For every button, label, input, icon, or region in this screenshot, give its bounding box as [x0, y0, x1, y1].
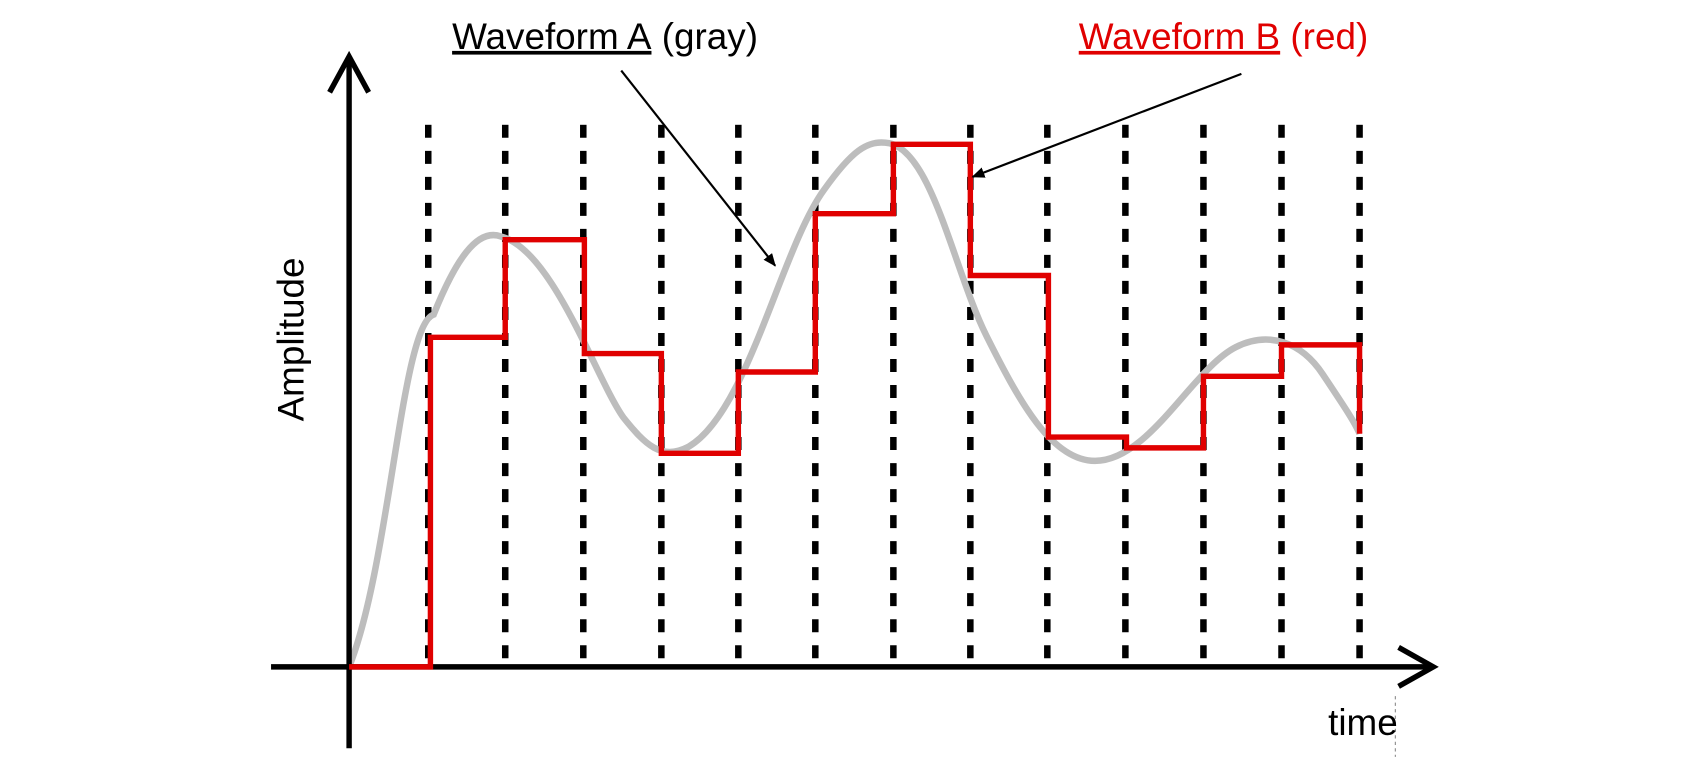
label-b-name: Waveform B — [1079, 16, 1280, 57]
waveform-b — [349, 141, 1363, 670]
waveform-a — [346, 139, 1363, 669]
label-b-note: (red) — [1290, 16, 1368, 57]
label-a-note: (gray) — [662, 16, 758, 57]
label-a: Waveform A (gray) — [452, 16, 758, 57]
y-axis-arrow — [327, 50, 372, 94]
y-axis-label: Amplitude — [271, 258, 312, 422]
label-b: Waveform B (red) — [1079, 16, 1368, 57]
pointer-b — [971, 72, 1242, 178]
x-axis-arrow — [1397, 645, 1439, 689]
x-axis-label: time — [1328, 702, 1398, 743]
label-a-name: Waveform A — [452, 16, 652, 57]
pointer-a — [620, 69, 777, 267]
